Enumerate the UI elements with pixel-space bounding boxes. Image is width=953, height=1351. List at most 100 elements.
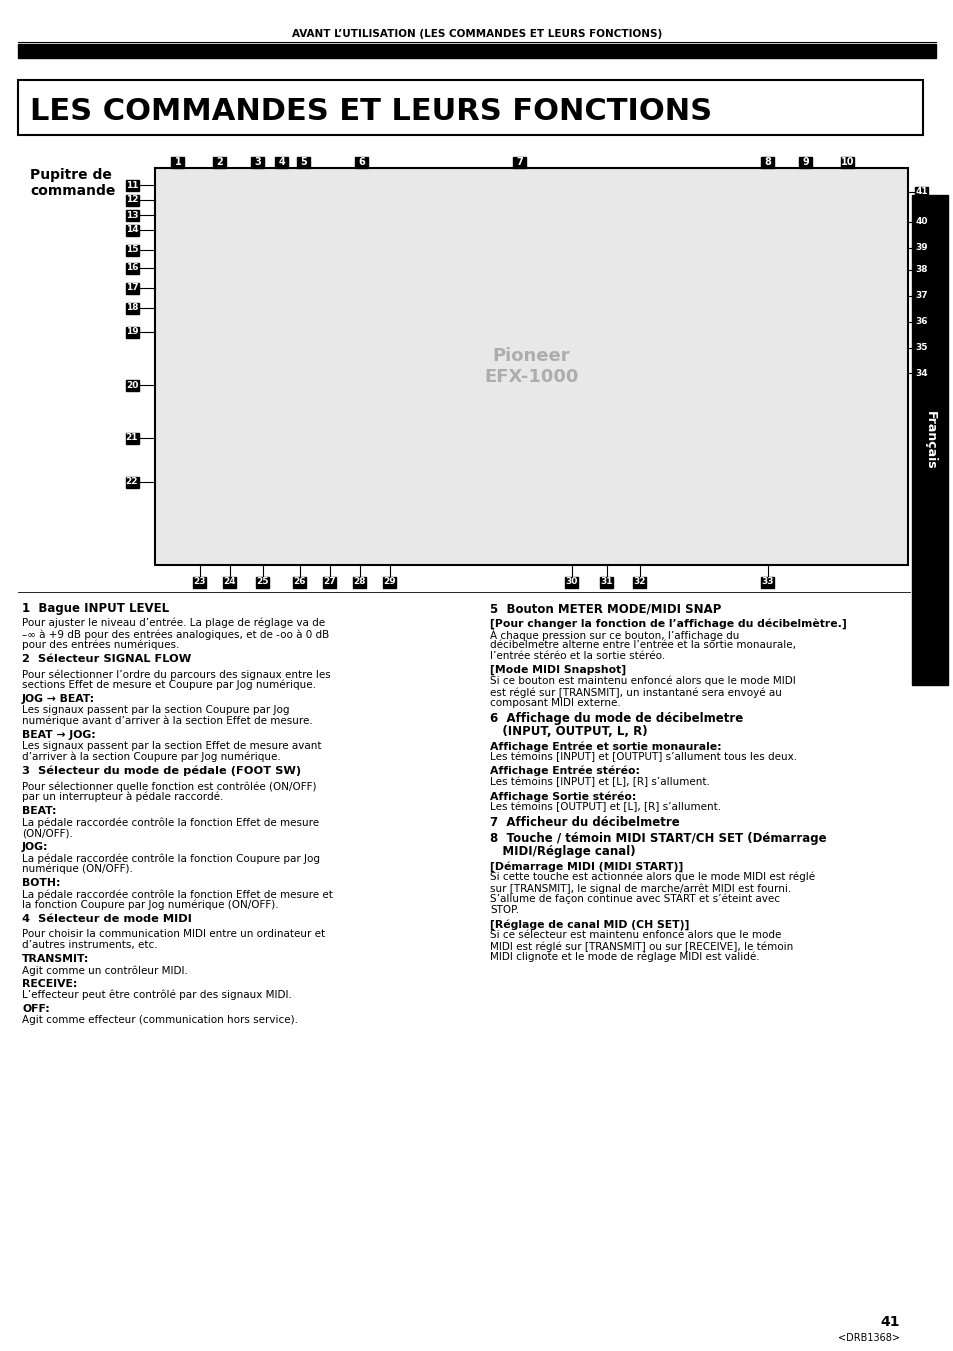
Text: décibelmetre alterne entre l’entrée et la sortie monaurale,: décibelmetre alterne entre l’entrée et l…: [490, 640, 795, 650]
Text: 6: 6: [358, 157, 365, 168]
Text: <DRB1368>: <DRB1368>: [837, 1333, 899, 1343]
Text: 22: 22: [126, 477, 138, 486]
Bar: [633, 577, 646, 588]
Text: 36: 36: [915, 317, 927, 327]
Text: Agit comme effecteur (communication hors service).: Agit comme effecteur (communication hors…: [22, 1015, 297, 1025]
Text: l’entrée stéréo et la sortie stéréo.: l’entrée stéréo et la sortie stéréo.: [490, 651, 664, 661]
Bar: [599, 577, 613, 588]
Bar: [383, 577, 396, 588]
Text: MIDI est réglé sur [TRANSMIT] ou sur [RECEIVE], le témoin: MIDI est réglé sur [TRANSMIT] ou sur [RE…: [490, 942, 792, 951]
Text: [Pour changer la fonction de l’affichage du décibelmètre.]: [Pour changer la fonction de l’affichage…: [490, 617, 846, 628]
Text: À chaque pression sur ce bouton, l’affichage du: À chaque pression sur ce bouton, l’affic…: [490, 630, 739, 640]
Text: 15: 15: [126, 246, 138, 254]
Text: Affichage Entrée stéréo:: Affichage Entrée stéréo:: [490, 766, 639, 777]
Bar: [565, 577, 578, 588]
Text: 32: 32: [633, 577, 645, 586]
Text: est réglé sur [TRANSMIT], un instantané sera envoyé au: est réglé sur [TRANSMIT], un instantané …: [490, 688, 781, 697]
Text: Affichage Entrée et sortie monaurale:: Affichage Entrée et sortie monaurale:: [490, 740, 720, 751]
Text: 8: 8: [763, 157, 771, 168]
Text: 17: 17: [126, 284, 138, 293]
Text: TRANSMIT:: TRANSMIT:: [22, 954, 90, 965]
Bar: [126, 380, 138, 390]
Bar: [323, 577, 336, 588]
Text: [Démarrage MIDI (MIDI START)]: [Démarrage MIDI (MIDI START)]: [490, 861, 682, 871]
Text: 20: 20: [126, 381, 138, 389]
Bar: [126, 477, 138, 488]
Text: 5: 5: [300, 157, 307, 168]
Bar: [915, 367, 927, 378]
Bar: [126, 303, 138, 313]
Bar: [915, 343, 927, 354]
Text: 1: 1: [174, 157, 181, 168]
Text: MIDI/Réglage canal): MIDI/Réglage canal): [490, 844, 635, 858]
Text: sur [TRANSMIT], le signal de marche/arrêt MIDI est fourni.: sur [TRANSMIT], le signal de marche/arrê…: [490, 884, 790, 893]
Text: Les signaux passent par la section Coupure par Jog: Les signaux passent par la section Coupu…: [22, 705, 289, 715]
Text: Pour sélectionner l’ordre du parcours des signaux entre les: Pour sélectionner l’ordre du parcours de…: [22, 669, 331, 680]
Text: 33: 33: [760, 577, 774, 586]
Text: 9: 9: [801, 157, 808, 168]
Text: RECEIVE:: RECEIVE:: [22, 979, 77, 989]
Bar: [223, 577, 236, 588]
Text: 21: 21: [126, 434, 138, 443]
Text: par un interrupteur à pédale raccordé.: par un interrupteur à pédale raccordé.: [22, 792, 223, 802]
Text: JOG → BEAT:: JOG → BEAT:: [22, 694, 95, 704]
Text: Pupitre de
commande: Pupitre de commande: [30, 168, 115, 199]
Bar: [252, 157, 264, 168]
Bar: [213, 157, 226, 168]
Text: 3  Sélecteur du mode de pédale (FOOT SW): 3 Sélecteur du mode de pédale (FOOT SW): [22, 766, 301, 777]
Bar: [355, 157, 368, 168]
Text: Pour choisir la communication MIDI entre un ordinateur et: Pour choisir la communication MIDI entre…: [22, 929, 325, 939]
Bar: [513, 157, 526, 168]
Text: JOG:: JOG:: [22, 842, 49, 852]
Bar: [256, 577, 269, 588]
Text: numérique avant d’arriver à la section Effet de mesure.: numérique avant d’arriver à la section E…: [22, 716, 313, 727]
Text: Affichage Sortie stéréo:: Affichage Sortie stéréo:: [490, 790, 636, 801]
Bar: [193, 577, 206, 588]
Text: –∞ à +9 dB pour des entrées analogiques, et de -oo à 0 dB: –∞ à +9 dB pour des entrées analogiques,…: [22, 630, 329, 639]
Bar: [911, 195, 947, 685]
Text: 28: 28: [354, 577, 366, 586]
Text: Pour sélectionner quelle fonction est contrôlée (ON/OFF): Pour sélectionner quelle fonction est co…: [22, 781, 316, 792]
Text: 2: 2: [216, 157, 223, 168]
Text: d’autres instruments, etc.: d’autres instruments, etc.: [22, 940, 157, 950]
Text: 18: 18: [126, 304, 138, 312]
Bar: [126, 432, 138, 443]
Bar: [126, 282, 138, 293]
Text: 3: 3: [254, 157, 261, 168]
Bar: [126, 209, 138, 220]
Text: 14: 14: [126, 226, 138, 235]
Text: [Mode MIDI Snapshot]: [Mode MIDI Snapshot]: [490, 665, 625, 676]
Text: OFF:: OFF:: [22, 1004, 50, 1015]
Text: 40: 40: [915, 218, 927, 227]
Bar: [126, 180, 138, 190]
Text: Pioneer
EFX-1000: Pioneer EFX-1000: [484, 347, 578, 386]
Text: Les témoins [INPUT] et [L], [R] s’allument.: Les témoins [INPUT] et [L], [R] s’allume…: [490, 777, 709, 788]
Text: Pour ajuster le niveau d’entrée. La plage de réglage va de: Pour ajuster le niveau d’entrée. La plag…: [22, 617, 325, 628]
Text: 24: 24: [223, 577, 236, 586]
Text: 10: 10: [841, 157, 854, 168]
Bar: [297, 157, 310, 168]
Bar: [915, 186, 927, 197]
Text: 11: 11: [126, 181, 138, 189]
Text: 2  Sélecteur SIGNAL FLOW: 2 Sélecteur SIGNAL FLOW: [22, 654, 191, 663]
Bar: [915, 316, 927, 327]
Text: 37: 37: [915, 292, 927, 300]
Text: 25: 25: [256, 577, 269, 586]
Text: 12: 12: [126, 196, 138, 204]
Text: BEAT → JOG:: BEAT → JOG:: [22, 730, 95, 740]
Text: 1  Bague INPUT LEVEL: 1 Bague INPUT LEVEL: [22, 603, 169, 615]
Bar: [915, 242, 927, 254]
Bar: [354, 577, 366, 588]
Text: 38: 38: [915, 266, 927, 274]
Bar: [760, 577, 774, 588]
Bar: [18, 45, 935, 58]
Bar: [915, 216, 927, 227]
Bar: [294, 577, 306, 588]
Bar: [841, 157, 854, 168]
Text: d’arriver à la section Coupure par Jog numérique.: d’arriver à la section Coupure par Jog n…: [22, 753, 280, 762]
Text: [Réglage de canal MID (CH SET)]: [Réglage de canal MID (CH SET)]: [490, 919, 689, 929]
Text: La pédale raccordée contrôle la fonction Effet de mesure et: La pédale raccordée contrôle la fonction…: [22, 889, 333, 900]
Bar: [799, 157, 812, 168]
Bar: [126, 245, 138, 255]
Text: 13: 13: [126, 211, 138, 219]
